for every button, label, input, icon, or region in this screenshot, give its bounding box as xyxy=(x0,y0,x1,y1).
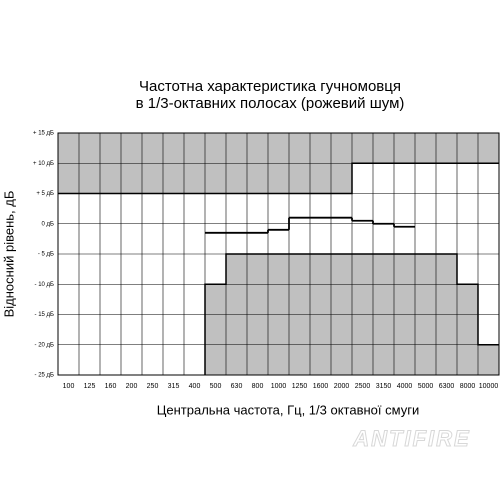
x-tick-label: 10000 xyxy=(479,383,499,390)
upper-tolerance xyxy=(478,133,499,164)
x-tick-label: 160 xyxy=(105,383,117,390)
y-tick-label: - 15 дБ xyxy=(35,312,55,318)
upper-tolerance xyxy=(436,133,457,164)
upper-tolerance xyxy=(457,133,478,164)
x-tick-label: 100 xyxy=(63,383,75,390)
x-tick-label: 1600 xyxy=(313,383,329,390)
chart-title: в 1/3-октавних полосах (рожевий шум) xyxy=(136,95,405,112)
x-tick-label: 2500 xyxy=(355,383,371,390)
upper-outline xyxy=(58,162,499,195)
lower-tolerance xyxy=(205,284,226,375)
upper-tolerance xyxy=(415,133,436,164)
y-tick-label: + 15 дБ xyxy=(33,131,54,137)
y-axis-title: Відносний рівень, дБ xyxy=(1,191,16,318)
lower-outline xyxy=(204,253,499,375)
plot-frame xyxy=(57,132,500,376)
y-tick-label: - 25 дБ xyxy=(35,373,55,379)
y-tick-label: + 5 дБ xyxy=(36,191,54,197)
x-tick-label: 125 xyxy=(84,383,96,390)
x-tick-label: 4000 xyxy=(397,383,413,390)
x-tick-label: 1250 xyxy=(292,383,308,390)
x-tick-label: 630 xyxy=(231,383,243,390)
x-tick-label: 315 xyxy=(168,383,180,390)
lower-tolerance xyxy=(478,344,499,375)
chart-title: Частотна характеристика гучномовця xyxy=(139,78,401,95)
watermark: ANTIFIRE xyxy=(352,426,470,451)
x-axis-title: Центральна частота, Гц, 1/3 октавної сму… xyxy=(157,402,419,417)
x-tick-label: 250 xyxy=(147,383,159,390)
y-tick-label: - 5 дБ xyxy=(38,252,54,258)
x-tick-label: 400 xyxy=(189,383,201,390)
y-tick-label: 0 дБ xyxy=(42,221,55,227)
x-tick-label: 200 xyxy=(126,383,138,390)
upper-tolerance xyxy=(352,133,373,164)
y-tick-label: - 20 дБ xyxy=(35,342,55,348)
upper-tolerance xyxy=(394,133,415,164)
y-tick-label: + 10 дБ xyxy=(33,161,54,167)
x-tick-label: 2000 xyxy=(334,383,350,390)
lower-tolerance xyxy=(457,284,478,375)
y-tick-label: - 10 дБ xyxy=(35,282,55,288)
x-tick-label: 6300 xyxy=(439,383,455,390)
x-tick-label: 5000 xyxy=(418,383,434,390)
x-tick-label: 500 xyxy=(210,383,222,390)
x-tick-label: 3150 xyxy=(376,383,392,390)
upper-tolerance xyxy=(373,133,394,164)
x-tick-label: 800 xyxy=(252,383,264,390)
x-tick-label: 8000 xyxy=(460,383,476,390)
x-tick-label: 1000 xyxy=(271,383,287,390)
